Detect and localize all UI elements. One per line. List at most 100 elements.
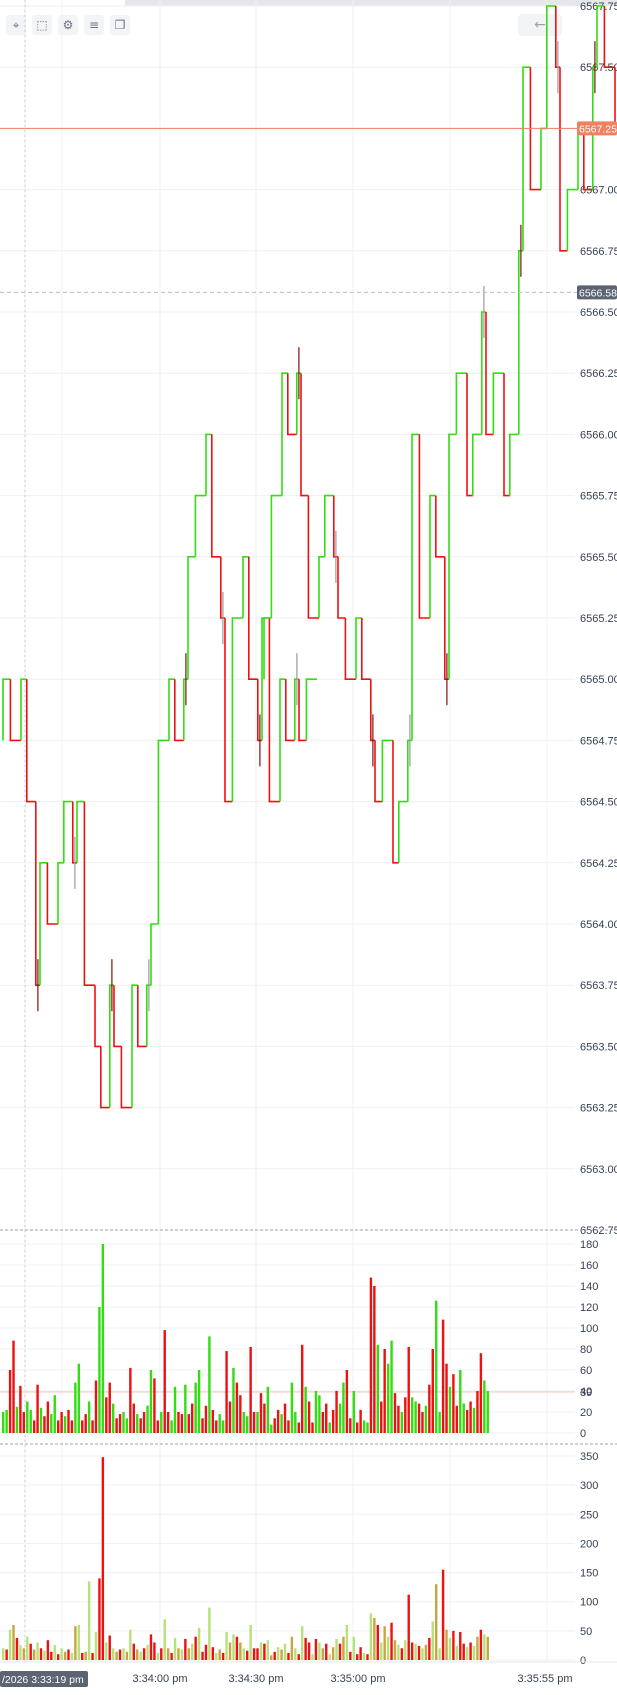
delta-bar: [115, 1651, 118, 1660]
volume-bar: [101, 1244, 105, 1433]
volume-bar: [87, 1401, 91, 1433]
price-step: [370, 679, 375, 742]
delta-bar: [22, 1648, 26, 1660]
price-step: [9, 679, 21, 742]
volume-bar: [328, 1422, 331, 1433]
volume-bar: [29, 1409, 32, 1433]
volume-bar: [139, 1418, 142, 1433]
volume-bar: [393, 1393, 397, 1433]
delta-bar: [218, 1649, 221, 1660]
delta-tick-label: 150: [580, 1568, 598, 1580]
volume-bar: [22, 1412, 26, 1433]
volume-bar: [153, 1378, 156, 1433]
price-step: [592, 66, 597, 190]
volume-bar: [56, 1420, 60, 1433]
volume-bar: [187, 1414, 190, 1433]
volume-bar: [111, 1403, 115, 1433]
delta-bar: [483, 1634, 486, 1660]
delta-bar: [431, 1621, 434, 1660]
price-step: [131, 984, 138, 1108]
price-step: [194, 494, 206, 557]
delta-bar: [5, 1649, 8, 1660]
delta-bar: [132, 1643, 135, 1660]
delta-bar: [259, 1642, 263, 1660]
price-step: [529, 67, 541, 191]
volume-bar: [225, 1351, 228, 1433]
volume-bar: [98, 1307, 101, 1433]
delta-bar: [318, 1642, 321, 1660]
volume-bar: [307, 1401, 311, 1433]
crosshair-price-badge: [577, 285, 617, 300]
delta-bar: [225, 1632, 228, 1660]
top-scroll-track: [125, 0, 617, 6]
volume-tick-label: 100: [580, 1323, 598, 1335]
delta-bar: [287, 1653, 290, 1660]
volume-bar: [180, 1414, 184, 1433]
price-step: [20, 678, 27, 741]
gear-icon[interactable]: ⚙: [58, 15, 78, 35]
price-tick-label: 6565.50: [580, 552, 617, 564]
volume-bar: [249, 1346, 252, 1433]
delta-bar: [91, 1653, 94, 1660]
delta-bar: [160, 1648, 163, 1660]
volume-bar: [448, 1386, 452, 1433]
price-step: [361, 618, 371, 680]
price-tick-label: 6563.50: [580, 1041, 617, 1053]
price-step: [298, 679, 307, 742]
delta-tick-label: 250: [580, 1509, 598, 1521]
price-step: [596, 5, 605, 68]
delta-bar: [118, 1649, 122, 1660]
crosshair-price-label: 6566.58: [579, 287, 617, 299]
volume-bar: [263, 1403, 266, 1433]
delta-bar: [386, 1636, 390, 1660]
volume-bar: [314, 1391, 318, 1433]
delta-bar: [36, 1642, 39, 1660]
delta-bar: [472, 1646, 476, 1660]
delta-bar: [314, 1639, 318, 1660]
volume-bar: [345, 1370, 349, 1433]
price-step: [577, 127, 584, 190]
volume-bar: [91, 1420, 94, 1433]
volume-bar: [256, 1412, 259, 1433]
price-step: [46, 862, 58, 925]
compare-icon[interactable]: ❐: [110, 15, 130, 35]
price-step: [540, 127, 547, 190]
indicators-icon[interactable]: ≡: [84, 15, 104, 35]
volume-bar: [115, 1418, 118, 1433]
delta-bar: [228, 1642, 232, 1660]
select-area-icon[interactable]: ⬚: [32, 15, 52, 35]
delta-bar: [32, 1649, 36, 1660]
delta-bar: [376, 1625, 379, 1660]
volume-bar: [204, 1405, 208, 1433]
delta-bar: [476, 1636, 479, 1660]
price-step: [220, 556, 225, 619]
price-step: [183, 678, 188, 741]
delta-bar: [390, 1622, 393, 1660]
volume-bar: [349, 1418, 352, 1433]
delta-bar: [421, 1648, 424, 1660]
delta-bar: [136, 1649, 139, 1660]
volume-tick-label: 40: [580, 1386, 592, 1398]
price-step: [407, 739, 412, 802]
delta-bar: [338, 1643, 342, 1660]
price-tick-label: 6566.25: [580, 368, 617, 380]
arrow-left-icon[interactable]: ←: [518, 14, 562, 36]
price-step: [509, 433, 519, 496]
volume-bar: [325, 1403, 328, 1433]
delta-bar: [122, 1648, 125, 1660]
volume-bar: [421, 1412, 424, 1433]
delta-bar: [81, 1653, 84, 1660]
volume-bar: [380, 1401, 383, 1433]
volume-bar: [311, 1422, 314, 1433]
volume-bar: [455, 1405, 459, 1433]
crosshair-icon[interactable]: ⌖: [6, 15, 26, 35]
volume-bar: [170, 1420, 173, 1433]
price-step: [150, 923, 159, 986]
volume-bar: [46, 1401, 50, 1433]
volume-tick-label: 140: [580, 1281, 598, 1293]
volume-bar: [359, 1409, 362, 1433]
volume-tick-label: 20: [580, 1407, 592, 1419]
delta-bar: [400, 1648, 404, 1660]
delta-bar: [304, 1637, 307, 1660]
